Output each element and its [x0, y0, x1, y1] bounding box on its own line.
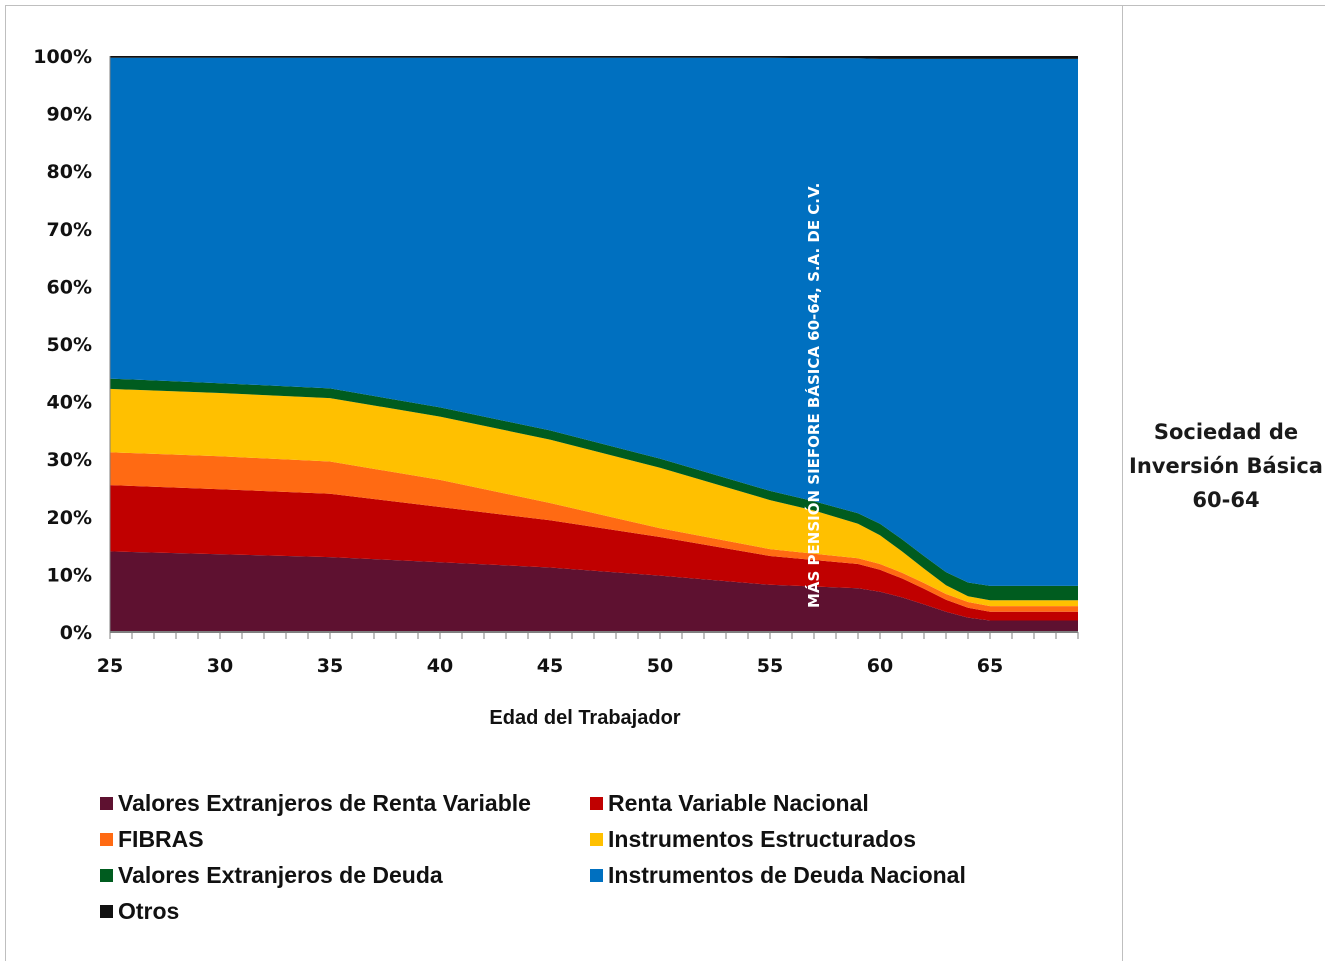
y-tick-label: 50% — [47, 334, 92, 356]
y-tick-label: 100% — [33, 46, 92, 68]
y-tick-label: 90% — [47, 104, 92, 126]
area-otros — [110, 56, 1078, 59]
legend-label: Instrumentos Estructurados — [608, 826, 916, 852]
legend-swatch — [100, 797, 113, 810]
x-axis-label: Edad del Trabajador — [489, 707, 680, 729]
y-tick-label: 20% — [47, 507, 92, 529]
x-tick-label: 30 — [207, 655, 233, 677]
legend-swatch — [590, 869, 603, 882]
x-tick-label: 35 — [317, 655, 343, 677]
area-fibras — [110, 452, 1078, 612]
legend-item-instrumentos-estructurados: Instrumentos Estructurados — [590, 826, 916, 853]
figure-frame — [5, 5, 1325, 961]
area-renta-variable-nacional — [110, 485, 1078, 621]
legend-item-otros: Otros — [100, 898, 179, 925]
x-tick-label: 65 — [977, 655, 1003, 677]
area-instrumentos-estructurados — [110, 388, 1078, 607]
legend-item-renta-variable-nacional: Renta Variable Nacional — [590, 790, 869, 817]
legend-swatch — [100, 869, 113, 882]
area-layer — [110, 56, 1078, 632]
stacked-area-chart: 25 30 35 40 45 50 55 60 65 0% 10% 20% 30% 40% 50% 60% 70… — [33, 46, 1079, 729]
legend-item-valores-extranjeros-de-renta-variable: Valores Extranjeros de Renta Variable — [100, 790, 531, 817]
y-tick-label: 80% — [47, 161, 92, 183]
y-tick-label: 40% — [47, 392, 92, 414]
sidebar-title: Sociedad de Inversión Básica 60-64 — [1129, 420, 1323, 512]
axes-layer: 25 30 35 40 45 50 55 60 65 0% 10% 20% 30% 40% 50% 60% 70… — [33, 46, 1079, 677]
x-tick-label: 45 — [537, 655, 563, 677]
legend-swatch — [100, 905, 113, 918]
y-tick-label: 0% — [60, 622, 92, 644]
x-tick-label: 60 — [867, 655, 893, 677]
legend-label: FIBRAS — [118, 826, 204, 852]
legend-swatch — [100, 833, 113, 846]
x-tick-label: 50 — [647, 655, 673, 677]
legend-item-instrumentos-de-deuda-nacional: Instrumentos de Deuda Nacional — [590, 862, 966, 889]
chart-annotation: MÁS PENSIÓN SIEFORE BÁSICA 60-64, S.A. D… — [804, 183, 823, 608]
x-tick-label: 40 — [427, 655, 453, 677]
area-instrumentos-de-deuda-nacional — [110, 57, 1078, 586]
legend-item-fibras: FIBRAS — [100, 826, 204, 853]
legend-label: Otros — [118, 898, 180, 924]
legend-label: Instrumentos de Deuda Nacional — [608, 862, 966, 888]
legend-swatch — [590, 797, 603, 810]
y-tick-label: 10% — [47, 564, 92, 586]
y-tick-label: 60% — [47, 276, 92, 298]
legend-item-valores-extranjeros-de-deuda: Valores Extranjeros de Deuda — [100, 862, 443, 889]
legend-label: Renta Variable Nacional — [608, 790, 869, 816]
x-tick-label: 25 — [97, 655, 123, 677]
y-tick-label: 30% — [47, 449, 92, 471]
x-tick-label: 55 — [757, 655, 783, 677]
column-divider — [1122, 5, 1123, 961]
legend-label: Valores Extranjeros de Deuda — [118, 862, 443, 888]
legend-label: Valores Extranjeros de Renta Variable — [118, 790, 531, 816]
legend-swatch — [590, 833, 603, 846]
y-tick-label: 70% — [47, 219, 92, 241]
area-valores-extranjeros-de-renta-variable — [110, 551, 1078, 632]
